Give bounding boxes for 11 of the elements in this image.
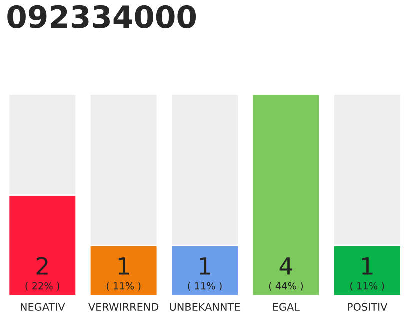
data-label: 1 ( 11% ) [350,258,384,291]
data-label: 2 ( 22% ) [26,257,60,291]
x-tick-label: UNBEKANNTE [170,303,240,312]
data-label: 4 ( 44% ) [269,258,304,291]
x-tick-label: EGAL [273,303,300,312]
data-label: 1 ( 11% ) [106,258,141,291]
chart-title: 092334000 [8,5,196,28]
x-tick-label: NEGATIV [21,303,66,312]
x-tick-label: VERWIRREND [88,303,159,311]
data-label: 1 ( 11% ) [188,258,222,291]
x-tick-label: POSITIV [348,303,388,312]
